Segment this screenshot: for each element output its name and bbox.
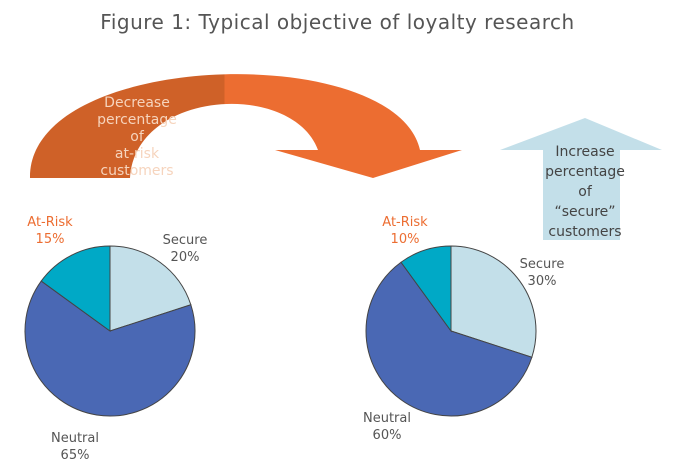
pie1-at-risk-label: At-Risk 15%: [27, 215, 73, 247]
figure-title: Figure 1: Typical objective of loyalty r…: [100, 10, 575, 34]
pie-slice-secure: [109, 245, 192, 332]
pie2-at-risk-label: At-Risk 10%: [382, 215, 428, 247]
pie1-secure-label: Secure 20%: [162, 233, 208, 265]
pie-slice-at-risk: [40, 245, 111, 332]
pie-slice-secure: [450, 245, 537, 358]
pie-slice-neutral: [24, 280, 196, 417]
increase-arrow: [500, 118, 662, 240]
decrease-arrow-label: Decrease percentage of at-risk customers: [97, 95, 177, 179]
pie-chart-current: [24, 245, 196, 417]
pie1-neutral-label: Neutral 65%: [51, 431, 99, 463]
increase-arrow-label: Increase percentage of “secure” customer…: [545, 144, 625, 240]
decrease-arrow: [29, 74, 463, 178]
pie-chart-target: [365, 245, 537, 417]
pie-slice-neutral: [365, 261, 533, 417]
pie-slice-at-risk: [400, 245, 452, 333]
pie2-neutral-label: Neutral 60%: [363, 411, 411, 443]
pie2-secure-label: Secure 30%: [519, 257, 565, 289]
